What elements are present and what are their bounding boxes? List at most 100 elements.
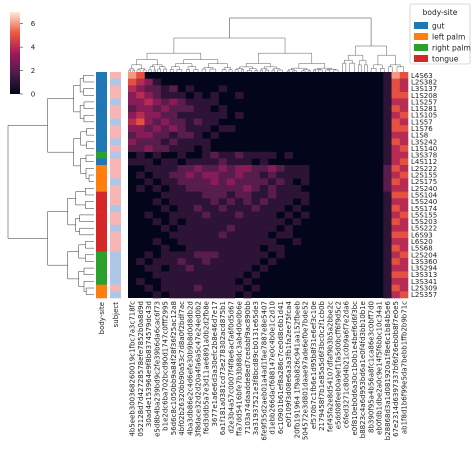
heatmap-cell [391, 231, 401, 239]
heatmap-cell [152, 291, 162, 299]
heatmap-cell [218, 204, 228, 212]
heatmap-cell [391, 211, 401, 219]
heatmap-cell [399, 105, 409, 113]
heatmap-cell [177, 145, 186, 153]
heatmap-cell [251, 244, 261, 252]
heatmap-cell [128, 125, 137, 133]
subject-cell [110, 165, 121, 173]
heatmap-cell [218, 224, 228, 232]
column-label: eb0fdb1dbe2a0c9e14f5f6bbc10c34a1 [376, 301, 384, 435]
heatmap-cell [251, 171, 261, 179]
heatmap-cell [391, 91, 401, 99]
heatmap-cell [383, 258, 392, 266]
heatmap-cell [218, 271, 228, 279]
heatmap-cell [391, 98, 401, 106]
heatmap-cell [144, 138, 154, 146]
heatmap-cell [177, 178, 186, 186]
heatmap-cell [226, 218, 236, 226]
heatmap-cell [226, 125, 236, 133]
column-dendrogram [128, 17, 404, 72]
heatmap-cell [152, 98, 162, 106]
column-label: 6fe9f35d2aeb01a4ad1fae7887e8e5407 [260, 301, 268, 441]
heatmap-cell [210, 264, 219, 272]
body-site-cell [96, 145, 107, 153]
subject-cell [110, 72, 121, 79]
row-label: L1S140 [411, 145, 437, 153]
heatmap-cell [226, 284, 236, 292]
heatmap-cell [235, 224, 244, 232]
heatmap-cell [136, 91, 145, 99]
body-site-cell [96, 138, 107, 146]
heatmap-cell [235, 244, 244, 252]
heatmap-cell [218, 111, 228, 119]
heatmap-cell [218, 151, 228, 159]
heatmap-cell [210, 98, 219, 106]
body-site-cell [96, 278, 107, 286]
row-label: L2S204 [411, 251, 438, 259]
heatmap-cell [177, 98, 186, 106]
heatmap-cell [169, 284, 178, 292]
column-label: ef570b7c1fb6e1d95b8f31e6ef3c10e [310, 301, 318, 429]
heatmap-cell [210, 211, 219, 219]
heatmap-cell [152, 138, 162, 146]
heatmap-cell [399, 151, 409, 159]
heatmap-cell [399, 264, 409, 272]
heatmap-cell [300, 178, 310, 186]
heatmap-cell [169, 231, 178, 239]
heatmap-cell [251, 231, 261, 239]
heatmap-cell [235, 284, 244, 292]
heatmap-cell [259, 151, 269, 159]
row-label: L4S112 [411, 158, 437, 166]
heatmap-cell [235, 251, 244, 259]
heatmap-cell [136, 125, 145, 133]
column-label: 7103a74daadde8ed7cedabf9ac890bb [244, 300, 252, 434]
heatmap-cell [160, 85, 170, 93]
body-site-cell [96, 151, 107, 159]
heatmap-cell [144, 105, 154, 113]
heatmap-cell [202, 138, 211, 146]
heatmap-cell [399, 178, 409, 186]
legend-swatch [414, 44, 428, 51]
heatmap-cell [399, 98, 409, 106]
heatmap-cell [383, 278, 392, 286]
heatmap-cell [210, 185, 219, 192]
heatmap-cell [268, 191, 277, 199]
heatmap-cell [235, 191, 244, 199]
heatmap-cell [128, 111, 137, 119]
heatmap-cell [202, 198, 211, 206]
heatmap-cell [128, 98, 137, 106]
heatmap-cell [177, 258, 186, 266]
heatmap-cell [276, 244, 285, 252]
annotation-axis-label: subject [112, 302, 120, 328]
heatmap-cell [251, 284, 261, 292]
heatmap-cell [193, 278, 203, 286]
heatmap-cell [251, 191, 261, 199]
heatmap-cell [226, 171, 236, 179]
heatmap-cell [152, 218, 162, 226]
heatmap-cell [300, 198, 310, 206]
heatmap-cell [177, 238, 186, 246]
heatmap-cell [251, 218, 261, 226]
heatmap-cell [276, 178, 285, 186]
heatmap-cell [128, 105, 137, 113]
heatmap-cell [235, 178, 244, 186]
column-label: 4b5eeb300368260019c1fbc7a3c718fc [129, 301, 137, 437]
heatmap-cell [399, 198, 409, 206]
heatmap-cell [210, 224, 219, 232]
heatmap-cell [276, 218, 285, 226]
body-site-cell [96, 78, 107, 86]
heatmap-cell [160, 191, 170, 199]
subject-cell [110, 278, 121, 286]
heatmap-cell [144, 264, 154, 272]
heatmap-cell [202, 271, 211, 279]
heatmap-cell [243, 218, 252, 226]
legend-swatch [414, 55, 428, 62]
heatmap-cell [399, 271, 409, 279]
heatmap-cell [136, 105, 145, 113]
subject-cell [110, 244, 121, 252]
heatmap-cell [210, 291, 219, 299]
heatmap-cell [202, 98, 211, 106]
body-site-cell [96, 198, 107, 206]
heatmap-cell [399, 218, 409, 226]
heatmap-cell [383, 211, 392, 219]
